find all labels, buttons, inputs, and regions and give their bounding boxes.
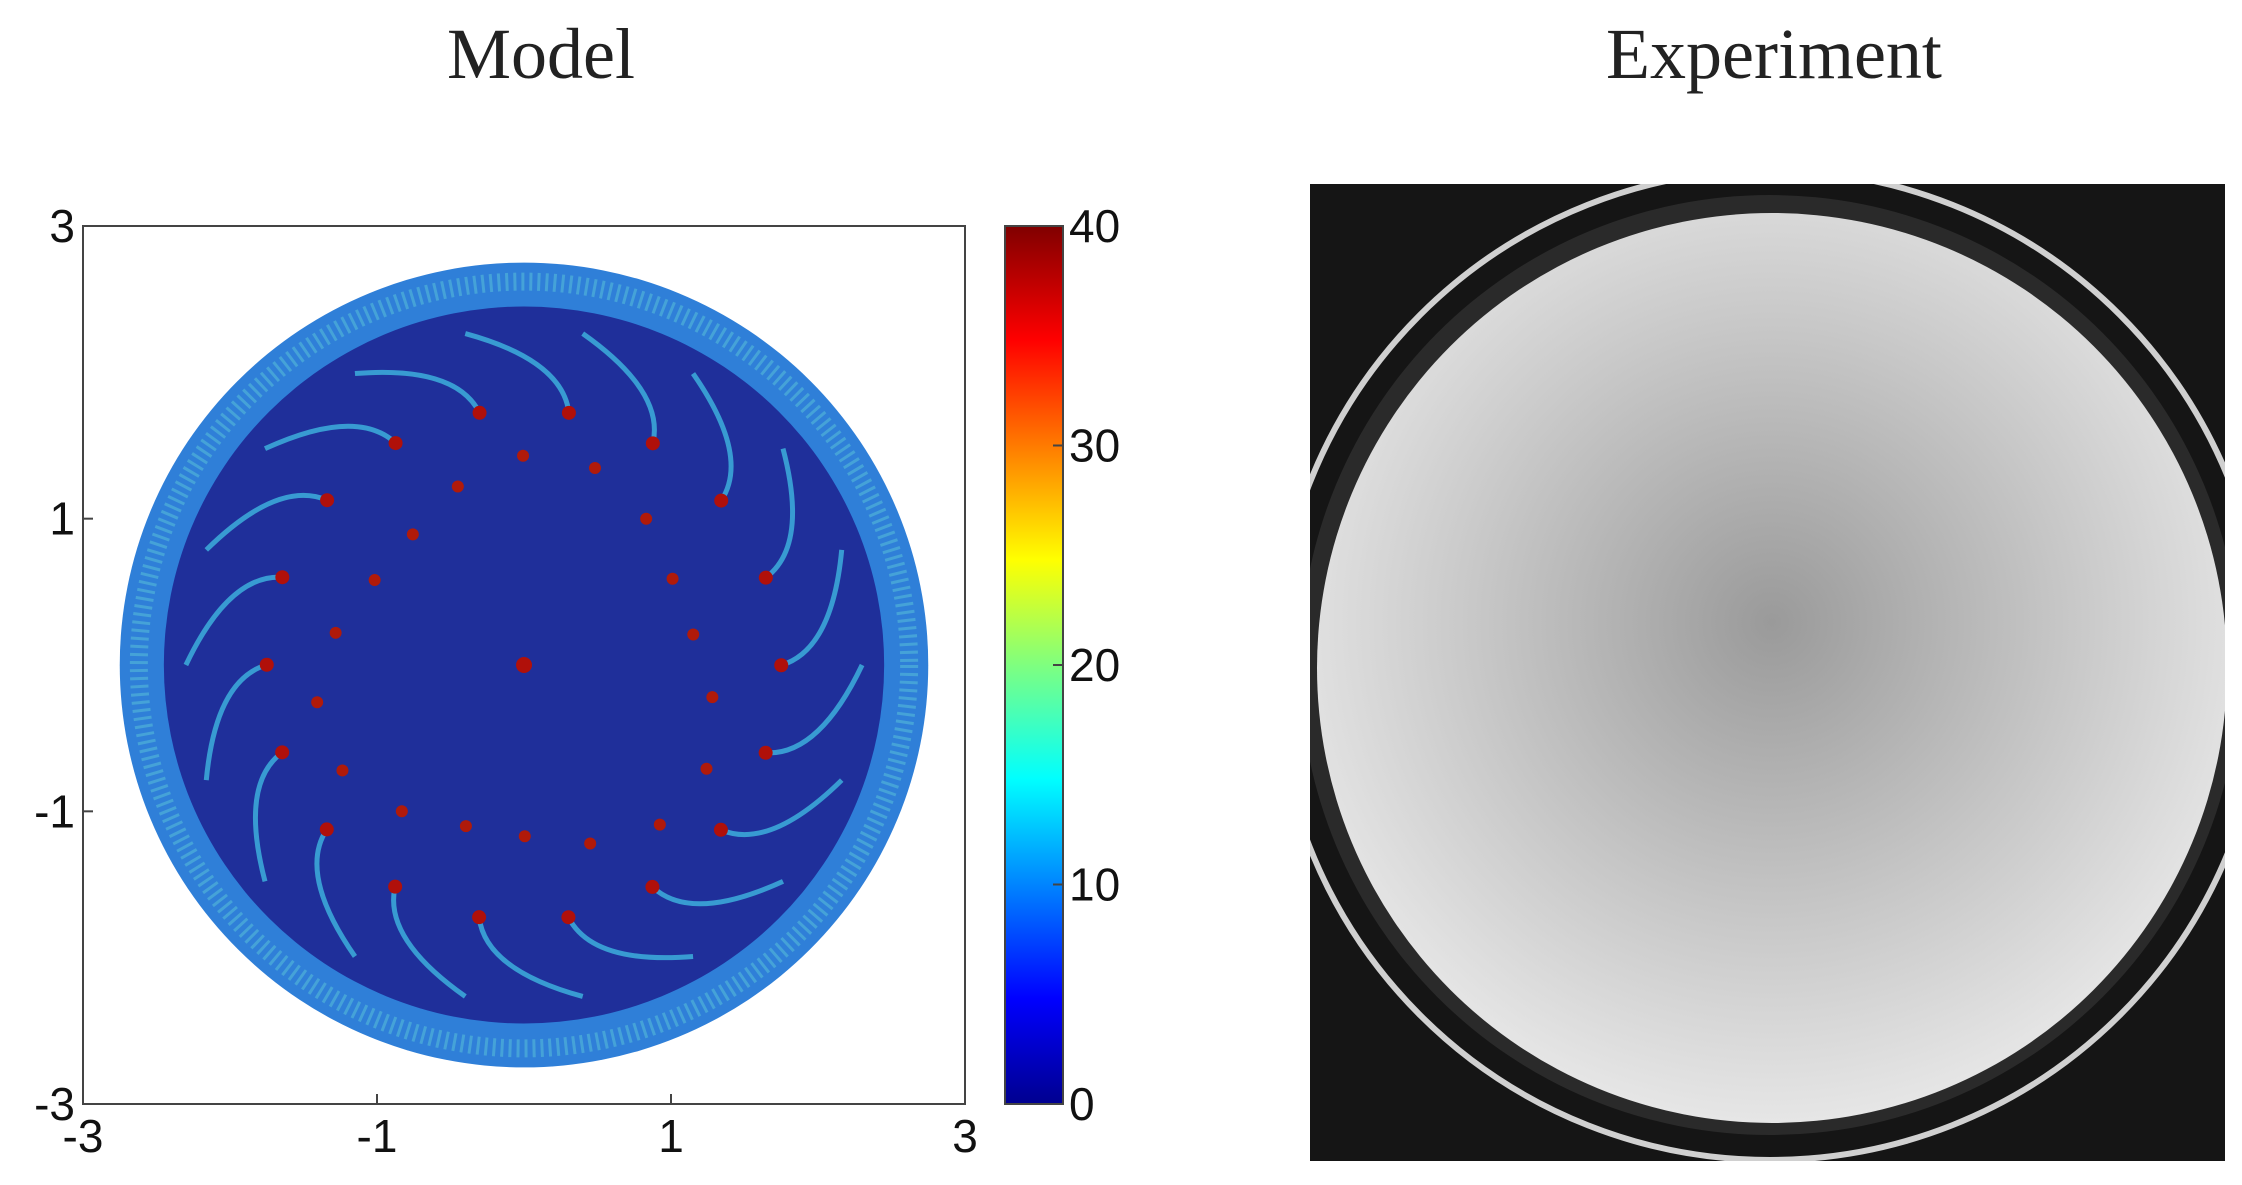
- streak: [204, 492, 329, 552]
- ring-texture: [129, 272, 919, 1058]
- streak: [650, 879, 785, 907]
- aggregate: [329, 626, 342, 639]
- y-tick-label: 3: [49, 200, 75, 252]
- aggregate: [687, 628, 700, 641]
- streak: [690, 372, 734, 502]
- streak: [391, 886, 467, 999]
- aggregate: [275, 570, 290, 585]
- colorbar-tick-label: 40: [1069, 200, 1120, 252]
- x-tick-label: 3: [952, 1110, 978, 1162]
- aggregate: [406, 528, 419, 541]
- streak: [581, 331, 657, 444]
- colorbar-tick-label: 20: [1069, 639, 1120, 691]
- aggregate: [713, 822, 728, 837]
- aggregate: [640, 512, 653, 525]
- streak: [719, 778, 844, 838]
- x-tick-label: -3: [63, 1110, 104, 1162]
- x-tick-label: 1: [658, 1110, 684, 1162]
- colorbar-tick-label: 0: [1069, 1078, 1095, 1130]
- aggregate: [584, 837, 597, 850]
- streak: [354, 369, 482, 414]
- aggregate: [472, 405, 487, 420]
- colorbar-tick-label: 30: [1069, 420, 1120, 472]
- aggregate: [451, 480, 464, 493]
- aggregate: [758, 745, 773, 760]
- y-tick-label: -3: [34, 1078, 75, 1130]
- aggregate: [472, 910, 487, 925]
- streak: [764, 448, 796, 580]
- aggregate: [645, 879, 660, 894]
- aggregate: [518, 830, 531, 843]
- panel-title: Experiment: [1606, 14, 1942, 94]
- panel-title: Model: [447, 14, 635, 94]
- x-tick-label: -1: [357, 1110, 398, 1162]
- dish-rim: [1310, 184, 2225, 1161]
- streak: [263, 423, 398, 451]
- aggregate: [714, 493, 729, 508]
- colorbar-tick-label: 10: [1069, 859, 1120, 911]
- aggregate: [561, 405, 576, 420]
- aggregate: [311, 696, 324, 709]
- streak: [476, 916, 584, 999]
- y-tick-label: 1: [49, 493, 75, 545]
- streak: [780, 549, 845, 668]
- streak: [464, 331, 572, 414]
- aggregate: [275, 745, 290, 760]
- streak: [314, 828, 358, 958]
- aggregate: [368, 574, 381, 587]
- aggregate: [653, 818, 666, 831]
- streak: [183, 574, 283, 667]
- aggregate: [774, 658, 789, 673]
- dish: [1317, 213, 2225, 1123]
- aggregate: [459, 820, 472, 833]
- aggregate: [516, 657, 532, 673]
- aggregate: [645, 436, 660, 451]
- aggregate: [666, 572, 679, 585]
- aggregate: [706, 691, 719, 704]
- aggregate: [320, 493, 335, 508]
- streak: [765, 663, 865, 756]
- aggregate: [319, 822, 334, 837]
- aggregate: [395, 805, 408, 818]
- aggregate: [336, 764, 349, 777]
- aggregate: [758, 570, 773, 585]
- photo: [1310, 184, 2225, 1161]
- streak: [252, 750, 284, 882]
- streak: [203, 662, 268, 781]
- y-tick-label: -1: [34, 785, 75, 837]
- aggregate: [388, 879, 403, 894]
- aggregate: [700, 762, 713, 775]
- aggregate: [259, 657, 274, 672]
- aggregate: [588, 462, 601, 475]
- aggregate: [517, 449, 530, 462]
- streak: [566, 916, 694, 961]
- aggregate: [561, 910, 576, 925]
- aggregate: [388, 436, 403, 451]
